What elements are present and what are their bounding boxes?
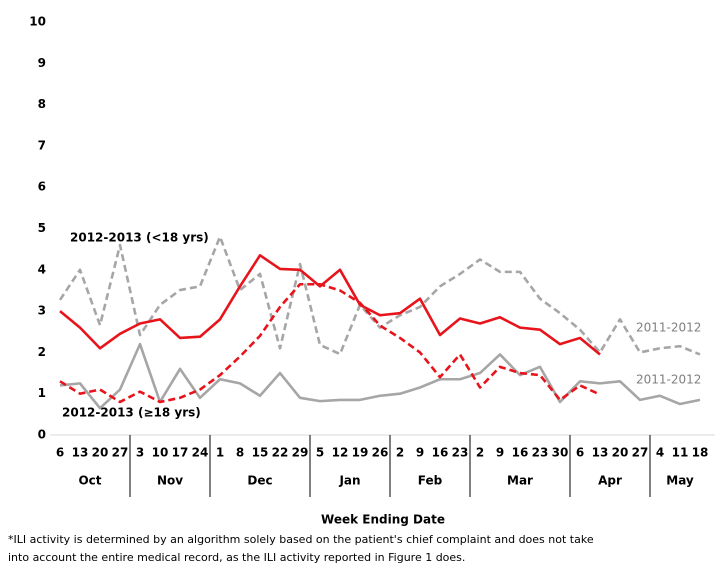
y-tick-label: 7 — [38, 138, 46, 152]
month-label: May — [666, 474, 694, 488]
x-tick-label: 27 — [112, 446, 129, 460]
x-tick-label: 11 — [672, 446, 689, 460]
y-tick-label: 8 — [38, 97, 46, 111]
series-line — [59, 254, 601, 356]
month-label: Apr — [598, 474, 622, 488]
series-line — [58, 235, 701, 356]
x-tick-label: 12 — [332, 446, 349, 460]
series-label: 2011-2012 — [636, 321, 701, 335]
y-tick-label: 4 — [38, 262, 46, 276]
x-tick-label: 20 — [612, 446, 629, 460]
x-tick-label: 23 — [452, 446, 469, 460]
x-tick-label: 23 — [532, 446, 549, 460]
series-label: 2012-2013 (≥18 yrs) — [62, 406, 201, 420]
x-tick-label: 1 — [216, 446, 224, 460]
x-tick-label: 16 — [432, 446, 449, 460]
y-tick-label: 9 — [38, 56, 46, 70]
x-tick-label: 9 — [496, 446, 504, 460]
y-tick-label: 1 — [38, 386, 46, 400]
x-tick-label: 4 — [656, 446, 664, 460]
series-line — [59, 342, 701, 410]
x-tick-label: 20 — [92, 446, 109, 460]
x-tick-label: 6 — [576, 446, 584, 460]
x-tick-label: 19 — [352, 446, 369, 460]
x-tick-label: 17 — [172, 446, 189, 460]
footnote: into account the entire medical record, … — [8, 551, 465, 564]
x-tick-label: 2 — [476, 446, 484, 460]
x-tick-label: 8 — [236, 446, 244, 460]
series-label: 2011-2012 — [636, 373, 701, 387]
x-tick-label: 3 — [136, 446, 144, 460]
y-tick-label: 10 — [29, 15, 46, 29]
footnote: *ILI activity is determined by an algori… — [8, 533, 594, 546]
series-label: 2012-2013 (<18 yrs) — [70, 231, 209, 245]
y-tick-label: 6 — [38, 180, 46, 194]
x-tick-label: 9 — [416, 446, 424, 460]
month-label: Dec — [247, 474, 272, 488]
x-tick-label: 16 — [512, 446, 529, 460]
month-label: Mar — [507, 474, 533, 488]
y-tick-label: 0 — [38, 428, 46, 442]
month-label: Feb — [418, 474, 443, 488]
y-tick-label: 3 — [38, 304, 46, 318]
x-tick-label: 13 — [592, 446, 609, 460]
x-tick-label: 10 — [152, 446, 169, 460]
y-tick-label: 2 — [38, 345, 46, 359]
x-tick-label: 22 — [272, 446, 289, 460]
x-tick-label: 24 — [192, 446, 209, 460]
x-tick-label: 26 — [372, 446, 389, 460]
x-tick-label: 27 — [632, 446, 649, 460]
x-axis-title: Week Ending Date — [321, 513, 445, 527]
x-tick-label: 30 — [552, 446, 569, 460]
x-tick-label: 18 — [692, 446, 709, 460]
x-tick-label: 6 — [56, 446, 64, 460]
y-tick-label: 5 — [38, 221, 46, 235]
month-label: Jan — [338, 474, 360, 488]
x-tick-label: 5 — [316, 446, 324, 460]
x-tick-label: 13 — [72, 446, 89, 460]
x-tick-label: 29 — [292, 446, 309, 460]
x-tick-label: 15 — [252, 446, 269, 460]
month-label: Nov — [157, 474, 183, 488]
series-line — [59, 282, 601, 404]
x-tick-label: 2 — [396, 446, 404, 460]
month-label: Oct — [78, 474, 101, 488]
